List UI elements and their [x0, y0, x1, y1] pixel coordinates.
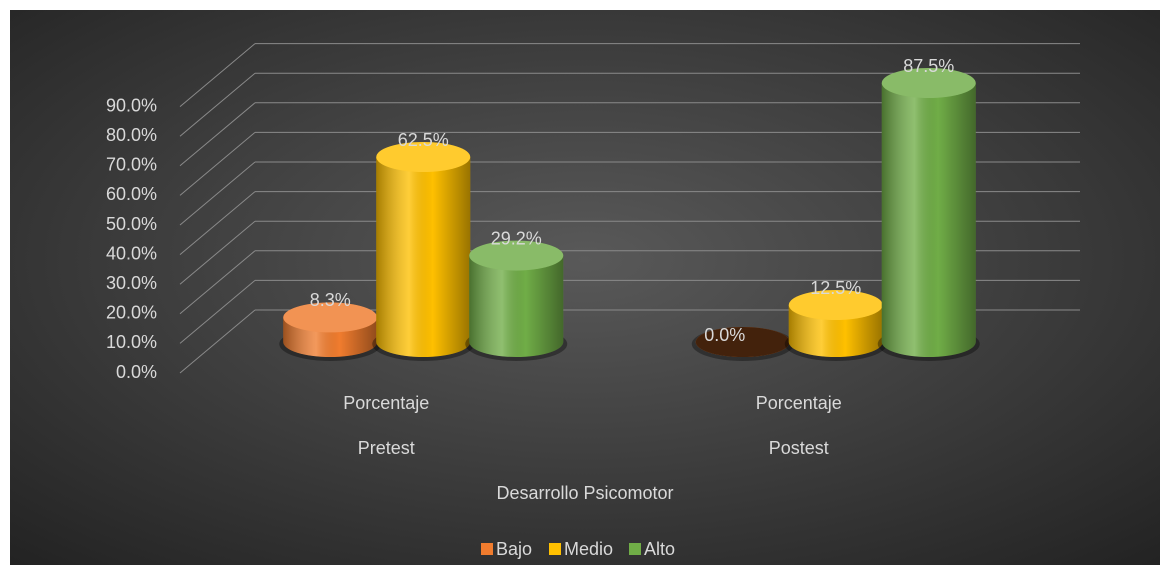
x-tick-label: Porcentaje [343, 393, 429, 413]
value-label: 12.5% [810, 278, 861, 298]
y-tick-label: 60.0% [106, 184, 157, 204]
side-grid-line [179, 72, 256, 137]
bar-group [279, 302, 382, 361]
side-grid-line [179, 161, 256, 226]
side-grid-line [179, 132, 256, 196]
bar-top [283, 302, 378, 333]
bar-group [372, 142, 475, 361]
bar-top [881, 68, 976, 98]
bar-top-highlight [283, 302, 378, 333]
x-axis-title: Desarrollo Psicomotor [496, 483, 673, 503]
y-tick-label: 30.0% [106, 273, 157, 293]
value-label: 0.0% [704, 325, 745, 345]
y-tick-label: 90.0% [106, 95, 157, 115]
bar-shading [469, 255, 564, 358]
y-tick-label: 20.0% [106, 303, 157, 323]
legend-label: Bajo [496, 539, 532, 559]
legend-swatch [481, 543, 493, 555]
side-grid-line [179, 102, 256, 167]
side-grid-line [179, 280, 256, 344]
side-grid-line [179, 220, 256, 285]
x-tick-label: Postest [769, 438, 829, 458]
value-label: 87.5% [903, 56, 954, 76]
y-tick-label: 40.0% [106, 243, 157, 263]
x-tick-label: Porcentaje [756, 393, 842, 413]
bar-top [469, 240, 564, 271]
bar-group [877, 68, 980, 361]
side-grid-line [179, 309, 256, 374]
bar-shading [881, 83, 976, 358]
bar-top-highlight [788, 290, 883, 320]
y-tick-label: 70.0% [106, 155, 157, 175]
bar-group [465, 240, 568, 361]
side-grid-line [179, 43, 256, 107]
bar-shading [788, 305, 883, 358]
bar-top [788, 290, 883, 320]
bar-top-dark [695, 327, 790, 357]
bar-top [376, 142, 471, 172]
value-label: 8.3% [310, 290, 351, 310]
x-tick-label: Pretest [358, 438, 415, 458]
y-tick-label: 0.0% [116, 362, 157, 382]
y-tick-label: 10.0% [106, 332, 157, 352]
legend-swatch [629, 543, 641, 555]
side-grid-line [179, 250, 256, 315]
value-label: 29.2% [491, 228, 542, 248]
y-tick-label: 80.0% [106, 125, 157, 145]
bar-shading [376, 157, 471, 358]
legend-swatch [549, 543, 561, 555]
y-tick-label: 50.0% [106, 214, 157, 234]
bar-group [784, 290, 887, 361]
value-label: 62.5% [398, 130, 449, 150]
bar-group [691, 327, 794, 361]
legend-label: Alto [644, 539, 675, 559]
chart-background [10, 10, 1160, 565]
legend-label: Medio [564, 539, 613, 559]
bar-top-highlight [376, 142, 471, 172]
bar-top-highlight [469, 240, 564, 271]
side-grid-line [179, 191, 256, 255]
bar-top-highlight [881, 68, 976, 98]
